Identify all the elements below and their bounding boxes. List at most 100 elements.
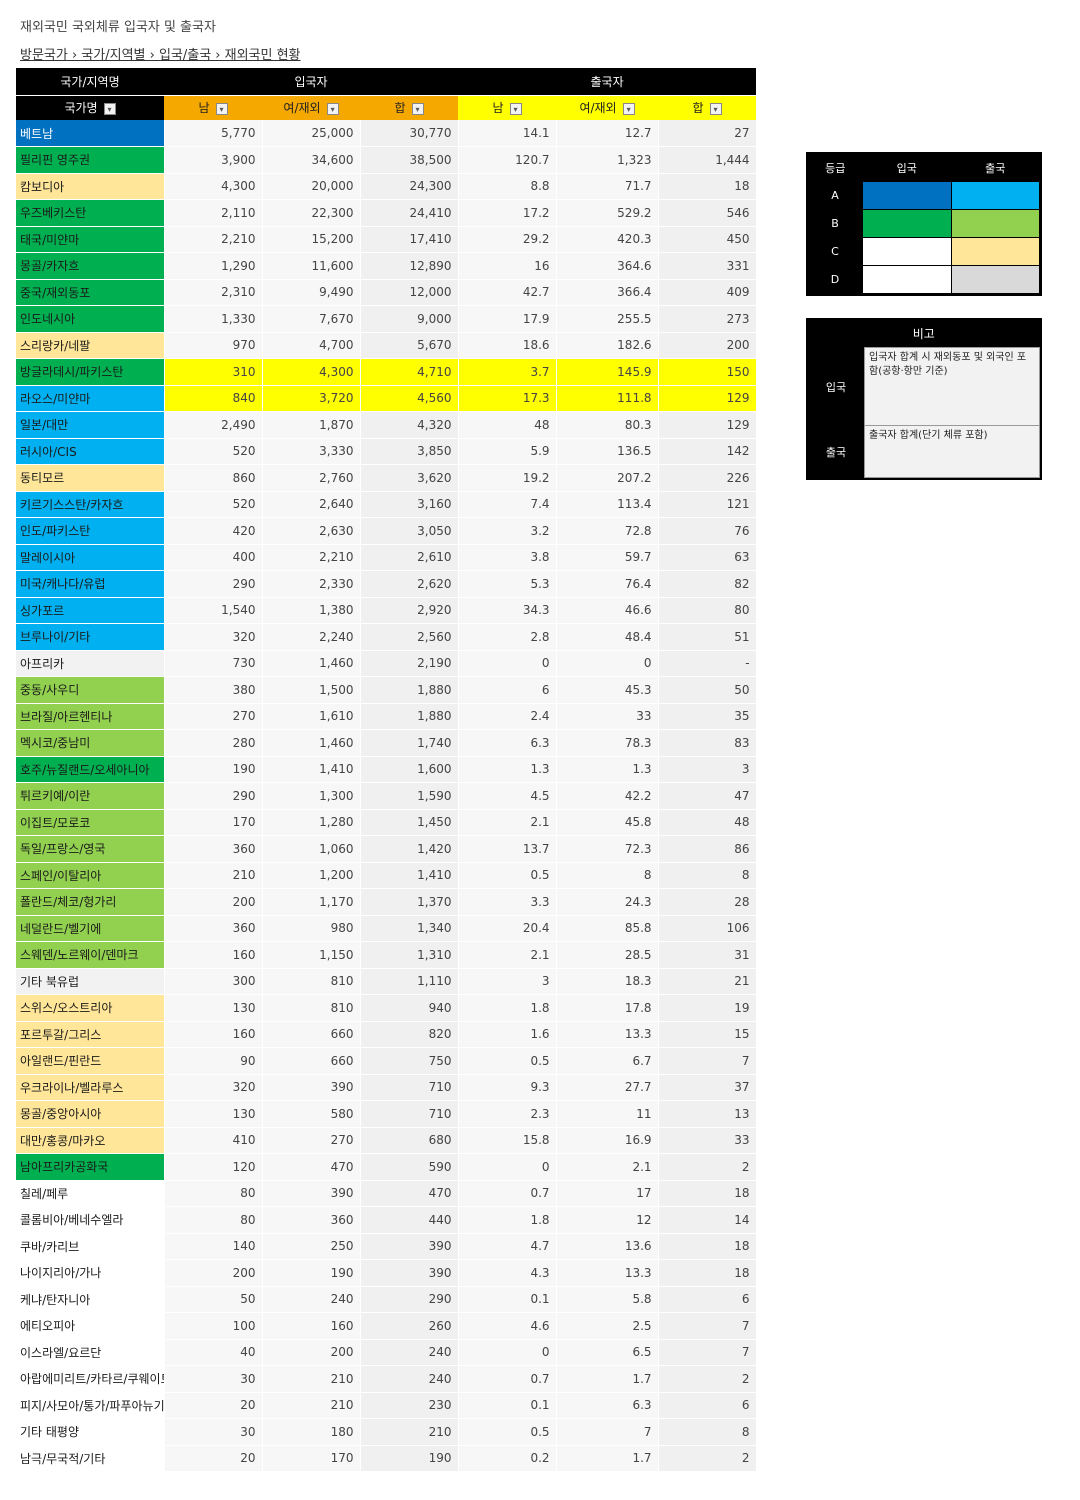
cell-value[interactable]: 2,920: [360, 597, 459, 624]
cell-value[interactable]: 2,630: [262, 517, 361, 544]
table-row[interactable]: 남극/무국적/기타 20 170 190 0.2 1.7 2: [16, 1445, 757, 1472]
table-row[interactable]: 미국/캐나다/유럽 290 2,330 2,620 5.3 76.4 82: [16, 570, 757, 597]
row-country-name[interactable]: 콜롬비아/베네수엘라: [16, 1206, 165, 1233]
cell-value[interactable]: 360: [164, 835, 263, 862]
cell-value[interactable]: 34,600: [262, 146, 361, 173]
cell-value[interactable]: 273: [658, 305, 757, 332]
cell-value[interactable]: 255.5: [556, 305, 659, 332]
cell-value[interactable]: 3.7: [458, 358, 557, 385]
row-country-name[interactable]: 키르기스스탄/카자흐: [16, 491, 165, 518]
table-row[interactable]: 스페인/이탈리아 210 1,200 1,410 0.5 8 8: [16, 862, 757, 889]
cell-value[interactable]: 1,330: [164, 305, 263, 332]
cell-value[interactable]: 45.8: [556, 809, 659, 836]
table-row[interactable]: 네덜란드/벨기에 360 980 1,340 20.4 85.8 106: [16, 915, 757, 942]
cell-value[interactable]: 970: [164, 332, 263, 359]
cell-value[interactable]: 210: [360, 1418, 459, 1445]
cell-value[interactable]: 13.3: [556, 1021, 659, 1048]
table-row[interactable]: 브루나이/기타 320 2,240 2,560 2.8 48.4 51: [16, 623, 757, 650]
row-country-name[interactable]: 동티모르: [16, 464, 165, 491]
row-country-name[interactable]: 스페인/이탈리아: [16, 862, 165, 889]
row-country-name[interactable]: 남극/무국적/기타: [16, 1445, 165, 1472]
cell-value[interactable]: 29.2: [458, 226, 557, 253]
cell-value[interactable]: 40: [164, 1339, 263, 1366]
cell-value[interactable]: 142: [658, 438, 757, 465]
cell-value[interactable]: 0.7: [458, 1180, 557, 1207]
cell-value[interactable]: 2,210: [164, 226, 263, 253]
cell-value[interactable]: 90: [164, 1047, 263, 1074]
cell-value[interactable]: 6.7: [556, 1047, 659, 1074]
cell-value[interactable]: 20,000: [262, 173, 361, 200]
cell-value[interactable]: 9,000: [360, 305, 459, 332]
table-row[interactable]: 케냐/탄자니아 50 240 290 0.1 5.8 6: [16, 1286, 757, 1313]
row-country-name[interactable]: 캄보디아: [16, 173, 165, 200]
cell-value[interactable]: 290: [164, 570, 263, 597]
table-row[interactable]: 우크라이나/벨라루스 320 390 710 9.3 27.7 37: [16, 1074, 757, 1101]
cell-value[interactable]: 19.2: [458, 464, 557, 491]
cell-value[interactable]: 1.8: [458, 994, 557, 1021]
table-row[interactable]: 대만/홍콩/마카오 410 270 680 15.8 16.9 33: [16, 1127, 757, 1154]
cell-value[interactable]: 210: [164, 862, 263, 889]
cell-value[interactable]: 33: [556, 703, 659, 730]
table-row[interactable]: 이집트/모로코 170 1,280 1,450 2.1 45.8 48: [16, 809, 757, 836]
cell-value[interactable]: 121: [658, 491, 757, 518]
cell-value[interactable]: 37: [658, 1074, 757, 1101]
cell-value[interactable]: 380: [164, 676, 263, 703]
cell-value[interactable]: 940: [360, 994, 459, 1021]
row-country-name[interactable]: 우즈베키스탄: [16, 199, 165, 226]
cell-value[interactable]: 4,300: [164, 173, 263, 200]
cell-value[interactable]: 27: [658, 120, 757, 147]
cell-value[interactable]: 1,460: [262, 650, 361, 677]
cell-value[interactable]: 660: [262, 1047, 361, 1074]
cell-value[interactable]: 810: [262, 994, 361, 1021]
cell-value[interactable]: 3: [658, 756, 757, 783]
cell-value[interactable]: 4,710: [360, 358, 459, 385]
cell-value[interactable]: 120.7: [458, 146, 557, 173]
cell-value[interactable]: 400: [164, 544, 263, 571]
row-country-name[interactable]: 나이지리아/가나: [16, 1259, 165, 1286]
cell-value[interactable]: 3,720: [262, 385, 361, 412]
cell-value[interactable]: 546: [658, 199, 757, 226]
cell-value[interactable]: 860: [164, 464, 263, 491]
cell-value[interactable]: 4,320: [360, 411, 459, 438]
cell-value[interactable]: 24.3: [556, 888, 659, 915]
cell-value[interactable]: 9,490: [262, 279, 361, 306]
cell-value[interactable]: 730: [164, 650, 263, 677]
table-row[interactable]: 스웨덴/노르웨이/덴마크 160 1,150 1,310 2.1 28.5 31: [16, 941, 757, 968]
cell-value[interactable]: 20: [164, 1392, 263, 1419]
cell-value[interactable]: 31: [658, 941, 757, 968]
table-row[interactable]: 인도네시아 1,330 7,670 9,000 17.9 255.5 273: [16, 305, 757, 332]
row-country-name[interactable]: 라오스/미얀마: [16, 385, 165, 412]
cell-value[interactable]: 47: [658, 782, 757, 809]
row-country-name[interactable]: 미국/캐나다/유럽: [16, 570, 165, 597]
cell-value[interactable]: 25,000: [262, 120, 361, 147]
col-header-entry-male[interactable]: 남 ▾: [164, 95, 262, 120]
cell-value[interactable]: 11,600: [262, 252, 361, 279]
cell-value[interactable]: 190: [262, 1259, 361, 1286]
cell-value[interactable]: 1,600: [360, 756, 459, 783]
filter-dropdown-icon[interactable]: ▾: [709, 102, 722, 115]
cell-value[interactable]: 390: [360, 1259, 459, 1286]
cell-value[interactable]: 120: [164, 1153, 263, 1180]
cell-value[interactable]: 7: [658, 1047, 757, 1074]
cell-value[interactable]: 980: [262, 915, 361, 942]
cell-value[interactable]: 6: [658, 1392, 757, 1419]
cell-value[interactable]: 24,410: [360, 199, 459, 226]
cell-value[interactable]: 366.4: [556, 279, 659, 306]
cell-value[interactable]: 13.3: [556, 1259, 659, 1286]
row-country-name[interactable]: 기타 태평양: [16, 1418, 165, 1445]
cell-value[interactable]: 42.2: [556, 782, 659, 809]
cell-value[interactable]: 5,670: [360, 332, 459, 359]
cell-value[interactable]: 1,323: [556, 146, 659, 173]
cell-value[interactable]: 1.6: [458, 1021, 557, 1048]
cell-value[interactable]: 410: [164, 1127, 263, 1154]
cell-value[interactable]: 35: [658, 703, 757, 730]
cell-value[interactable]: 3.2: [458, 517, 557, 544]
col-header-exit-female[interactable]: 여/재외 ▾: [556, 95, 659, 120]
row-country-name[interactable]: 케냐/탄자니아: [16, 1286, 165, 1313]
row-country-name[interactable]: 몽골/카자흐: [16, 252, 165, 279]
cell-value[interactable]: 2,490: [164, 411, 263, 438]
table-row[interactable]: 필리핀 영주권 3,900 34,600 38,500 120.7 1,323 1,444: [16, 146, 757, 173]
cell-value[interactable]: 3,050: [360, 517, 459, 544]
cell-value[interactable]: 6.5: [556, 1339, 659, 1366]
cell-value[interactable]: 145.9: [556, 358, 659, 385]
